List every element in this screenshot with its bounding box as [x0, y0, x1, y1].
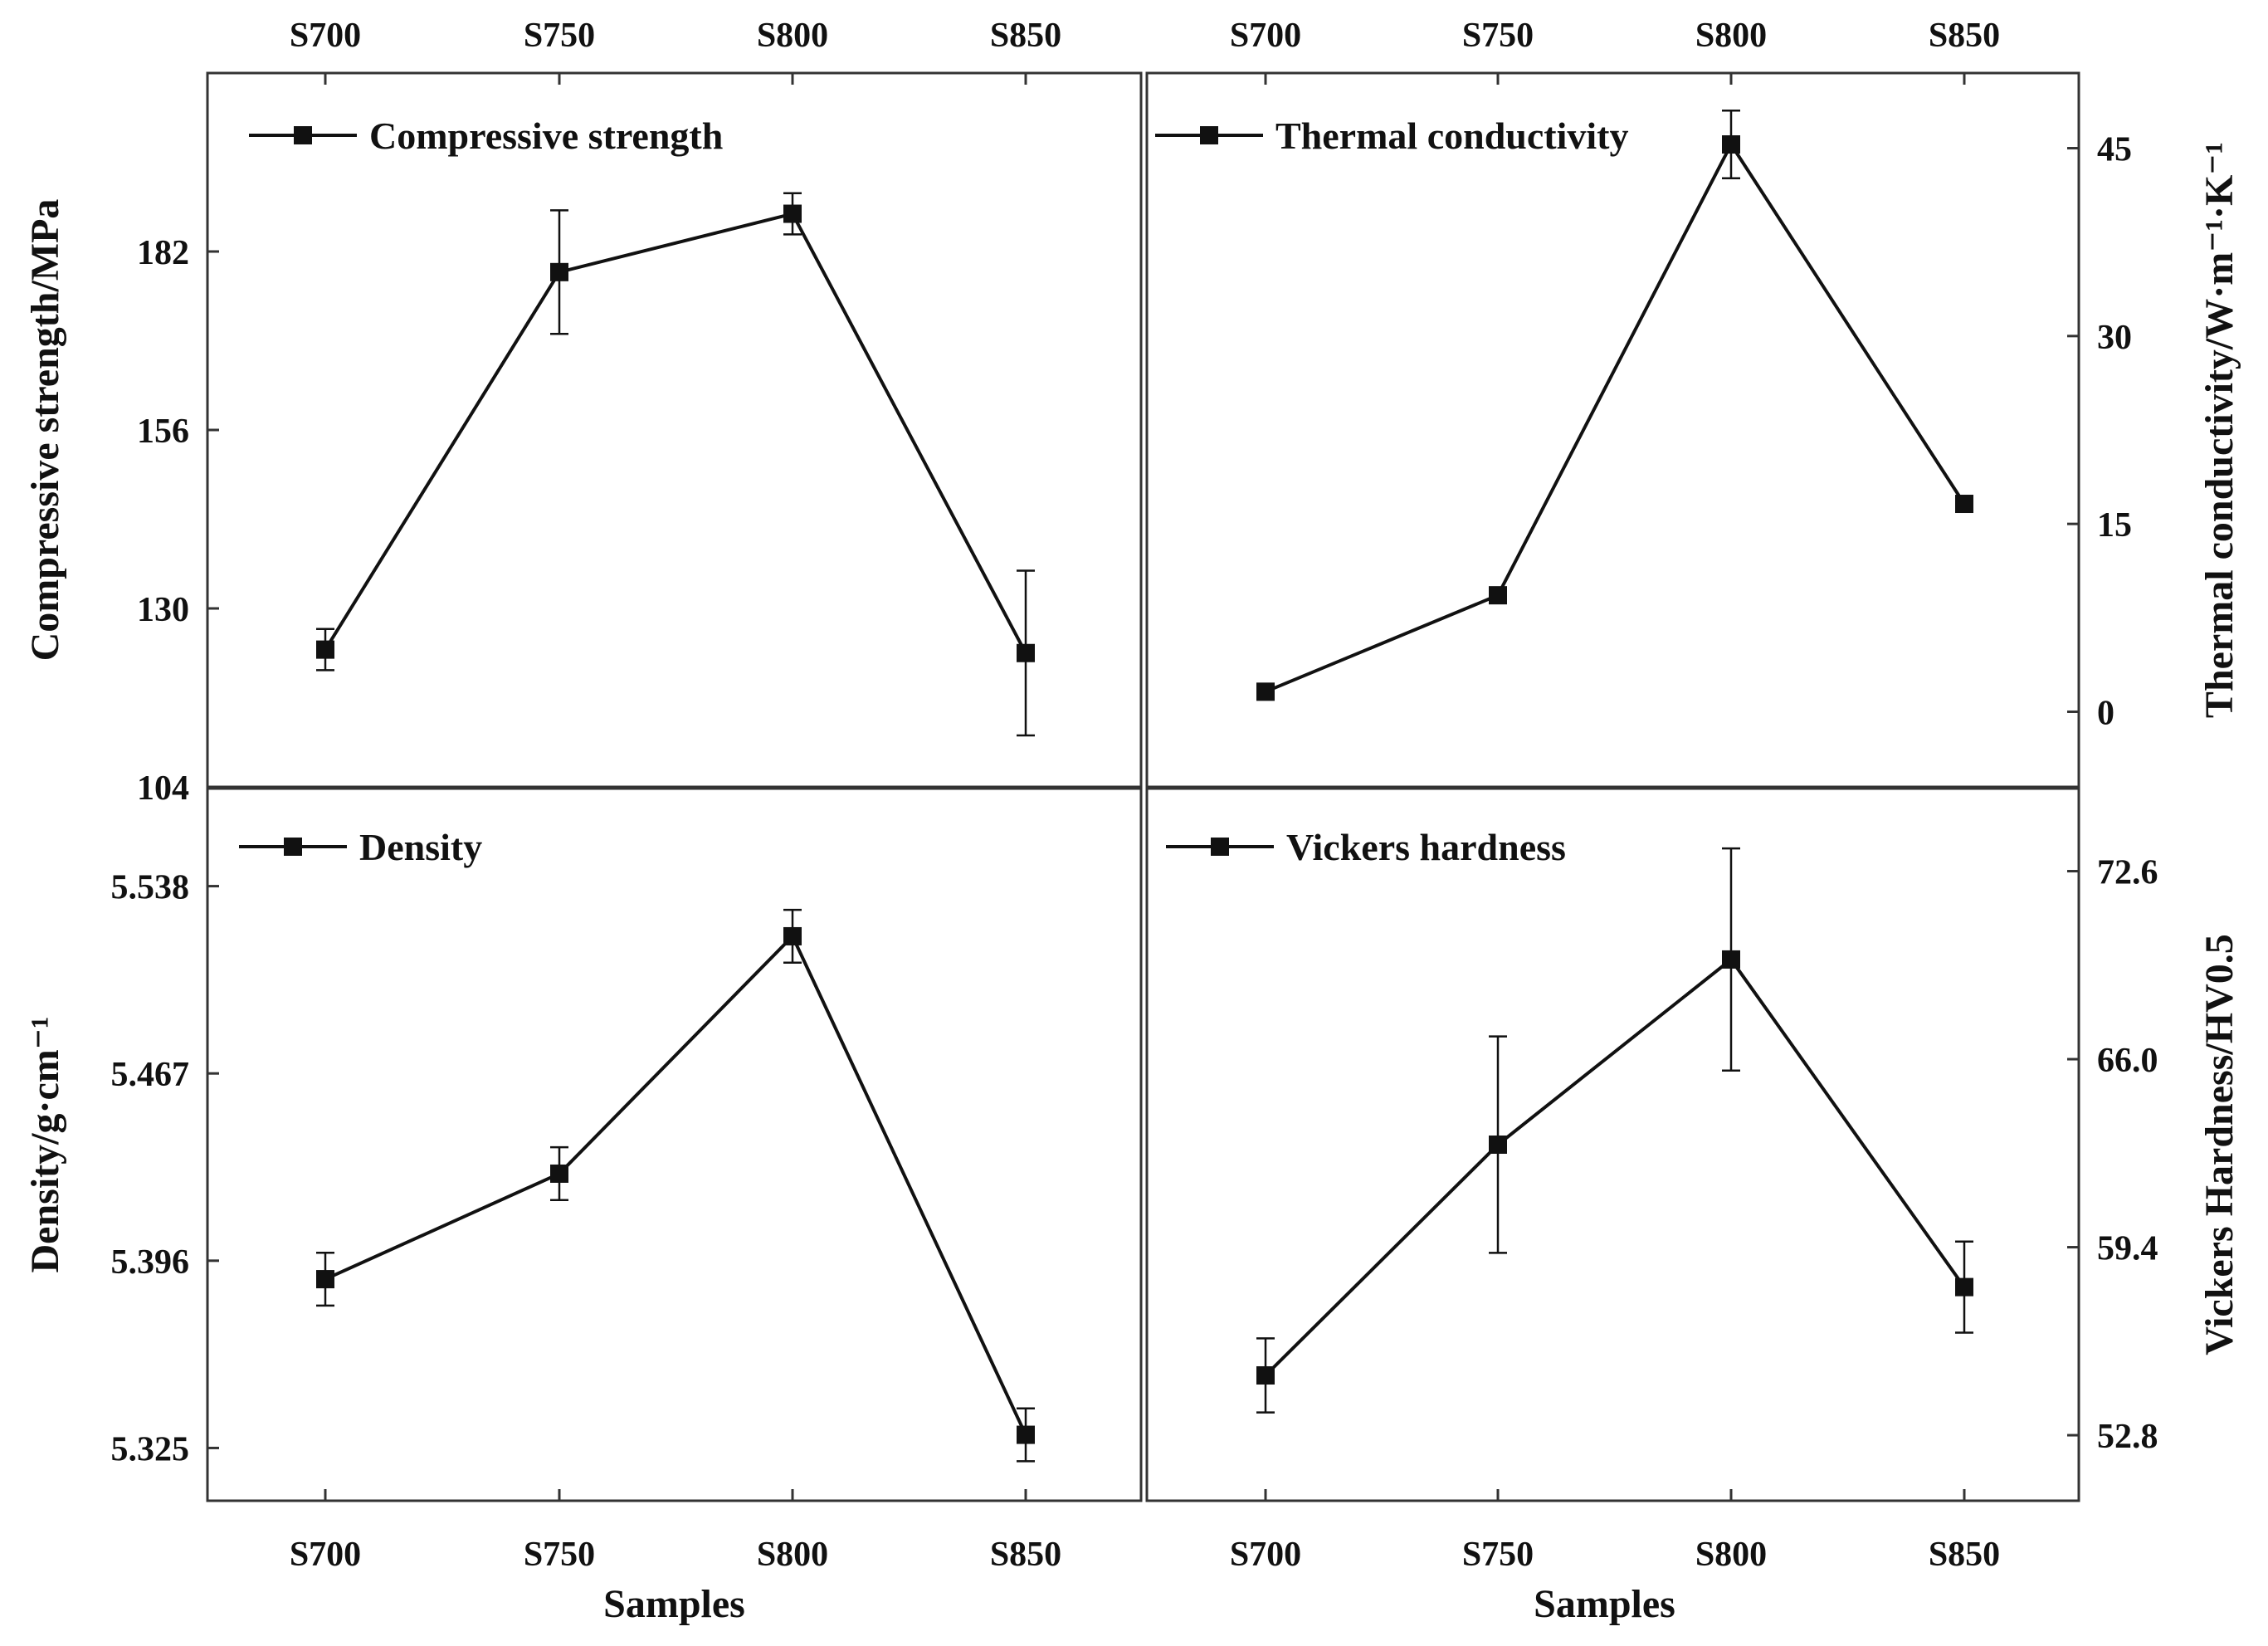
series-line: [1264, 957, 1966, 1377]
series-line: [1265, 141, 1966, 694]
data-point: [1489, 1136, 1507, 1154]
data-point: [1955, 1277, 1973, 1297]
legend-marker: [1211, 838, 1229, 856]
series-line: [324, 933, 1027, 1436]
data-point: [783, 204, 802, 223]
y-axis-title: Density/g·cm⁻¹: [23, 1016, 67, 1272]
y-tick-label: 104: [137, 769, 189, 808]
x-axis-title: Samples: [1534, 1582, 1675, 1626]
x-tick-label-top: S750: [1462, 17, 1534, 55]
y-tick-label: 5.467: [111, 1056, 190, 1094]
data-point: [783, 926, 802, 945]
y-tick-label: 30: [2097, 319, 2132, 357]
data-point: [550, 1164, 568, 1183]
y-tick-label: 0: [2097, 694, 2114, 732]
data-point: [1722, 950, 1740, 969]
y-tick-label: 182: [137, 234, 189, 272]
data-point: [1256, 1365, 1275, 1385]
x-tick-label-top: S800: [757, 17, 828, 55]
y-tick-label: 45: [2097, 131, 2132, 169]
x-tick-label-bottom: S800: [757, 1536, 828, 1574]
y-tick-label: 5.325: [111, 1430, 190, 1468]
panel-frame-2: [1145, 71, 2080, 789]
data-point: [1256, 682, 1275, 701]
x-tick-label-top: S700: [1230, 17, 1301, 55]
x-tick-label-top: S700: [290, 17, 361, 55]
series-line: [324, 212, 1027, 654]
y-tick-label: 15: [2097, 506, 2132, 545]
data-point: [1017, 643, 1035, 662]
data-point: [316, 1270, 334, 1289]
x-tick-label-bottom: S750: [524, 1536, 595, 1574]
x-tick-label-bottom: S700: [290, 1536, 361, 1574]
legend-label: Compressive strength: [369, 115, 723, 157]
data-point: [1489, 586, 1507, 605]
y-axis-title: Vickers Hardness/HV0.5: [2197, 934, 2241, 1355]
data-point: [1017, 1425, 1035, 1444]
x-tick-label-bottom: S850: [1929, 1536, 2000, 1574]
panel-frame-4: [1145, 787, 2080, 1502]
x-tick-label-top: S850: [1929, 17, 2000, 55]
y-tick-label: 52.8: [2097, 1418, 2158, 1456]
x-tick-label-bottom: S700: [1230, 1536, 1301, 1574]
legend-label: Density: [359, 826, 482, 868]
legend-marker: [284, 838, 302, 856]
data-point: [316, 640, 334, 659]
legend-label: Thermal conductivity: [1275, 115, 1628, 157]
x-tick-label-bottom: S750: [1462, 1536, 1534, 1574]
legend-label: Vickers hardness: [1286, 826, 1566, 868]
x-tick-label-top: S750: [524, 17, 595, 55]
y-tick-label: 66.0: [2097, 1042, 2158, 1080]
data-point: [1722, 135, 1740, 154]
y-tick-label: 156: [137, 413, 189, 451]
y-tick-label: 5.538: [111, 869, 190, 907]
data-point: [1955, 495, 1973, 514]
y-axis-title: Compressive strength/MPa: [23, 199, 67, 662]
legend-marker: [294, 126, 312, 144]
y-tick-label: 72.6: [2097, 854, 2158, 892]
y-tick-label: 59.4: [2097, 1230, 2158, 1268]
legend-marker: [1200, 126, 1218, 144]
x-tick-label-top: S850: [990, 17, 1061, 55]
x-tick-label-top: S800: [1695, 17, 1767, 55]
panel-frame-3: [206, 787, 1143, 1502]
x-axis-title: Samples: [603, 1582, 745, 1626]
y-tick-label: 130: [137, 591, 189, 629]
data-point: [550, 262, 568, 281]
y-axis-title: Thermal conductivity/W·m⁻¹·K⁻¹: [2197, 142, 2241, 718]
x-tick-label-bottom: S850: [990, 1536, 1061, 1574]
y-tick-label: 5.396: [111, 1243, 190, 1282]
x-tick-label-bottom: S800: [1695, 1536, 1767, 1574]
